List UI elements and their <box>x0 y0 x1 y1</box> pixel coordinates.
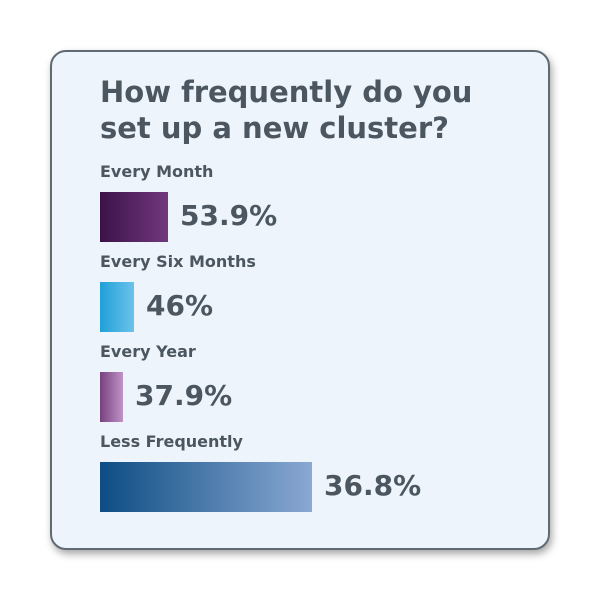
value-label: 36.8% <box>324 469 422 502</box>
bar <box>100 372 123 422</box>
value-label: 37.9% <box>135 379 233 412</box>
bar-row: Every Year 37.9% <box>100 342 520 428</box>
chart-title: How frequently do you set up a new clust… <box>100 75 473 145</box>
bar <box>100 192 168 242</box>
category-label: Every Six Months <box>100 252 256 271</box>
bar-row: Less Frequently 36.8% <box>100 432 520 518</box>
chart-card: How frequently do you set up a new clust… <box>50 50 550 550</box>
value-label: 46% <box>146 289 214 322</box>
bar <box>100 462 312 512</box>
value-label: 53.9% <box>180 199 278 232</box>
category-label: Less Frequently <box>100 432 243 451</box>
bar-chart: Every Month 53.9% Every Six Months 46% Every… <box>100 162 520 532</box>
bar-row: Every Six Months 46% <box>100 252 520 338</box>
category-label: Every Month <box>100 162 214 181</box>
bar-row: Every Month 53.9% <box>100 162 520 248</box>
category-label: Every Year <box>100 342 196 361</box>
bar <box>100 282 134 332</box>
